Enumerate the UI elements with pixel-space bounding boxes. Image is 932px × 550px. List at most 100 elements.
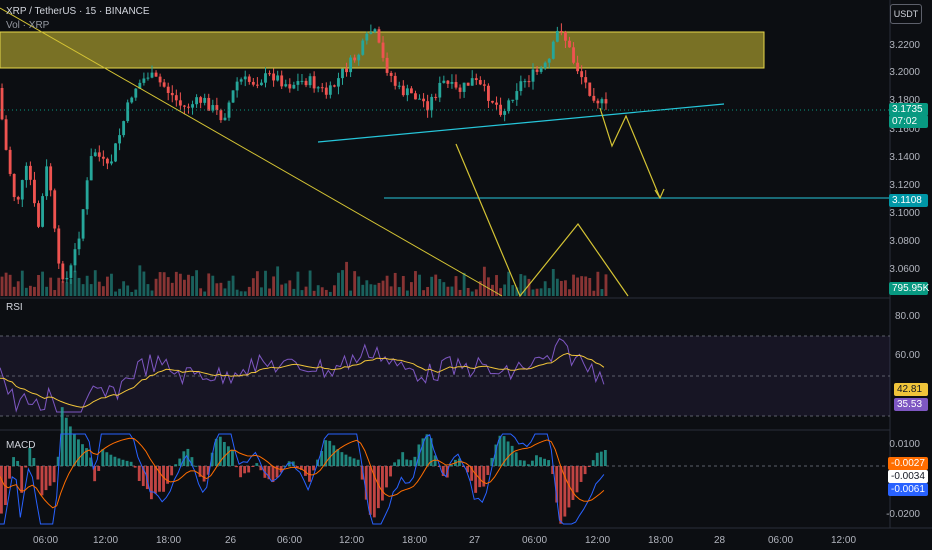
time-tick: 18:00: [156, 535, 182, 546]
macd-histogram-bar: [304, 466, 307, 476]
volume-bar: [405, 290, 409, 296]
volume-bar: [170, 282, 174, 296]
volume-bar: [114, 291, 117, 296]
volume-bar: [203, 291, 207, 296]
macd-axis-tick: 0.0100: [889, 439, 920, 450]
volume-bar: [53, 290, 57, 296]
candle-body: [405, 88, 409, 96]
volume-bar: [466, 287, 470, 296]
candle-body: [434, 96, 438, 98]
volume-bar: [93, 270, 97, 296]
macd-histogram-bar: [360, 466, 364, 480]
volume-bar: [158, 272, 162, 296]
macd-histogram-bar: [356, 459, 360, 466]
macd-histogram-bar: [68, 426, 72, 466]
volume-bar: [101, 286, 105, 296]
macd-histogram-bar: [340, 452, 344, 466]
volume-bar: [385, 275, 389, 296]
macd-histogram-bar: [332, 445, 336, 466]
rsi-ma-line: [0, 352, 605, 408]
candle-body: [438, 82, 442, 98]
volume-bar: [174, 271, 178, 296]
macd-histogram-bar: [64, 417, 68, 466]
time-tick: 12:00: [93, 535, 119, 546]
candle-body: [559, 30, 563, 32]
macd-histogram-bar: [567, 466, 571, 508]
candle-body: [458, 87, 462, 92]
candle-body: [105, 158, 109, 164]
candle-body: [37, 203, 40, 227]
volume-bar: [353, 271, 357, 296]
macd-histogram-bar: [77, 439, 80, 466]
candle-body: [16, 197, 20, 200]
candle-body: [8, 149, 12, 174]
candle-body: [450, 82, 454, 84]
candle-body: [389, 72, 393, 76]
volume-bar: [16, 281, 20, 296]
candle-body: [495, 102, 498, 105]
macd-histogram-bar: [437, 466, 441, 467]
macd-histogram-bar: [121, 459, 125, 466]
macd-histogram-bar: [133, 466, 137, 468]
volume-bar: [482, 266, 486, 296]
macd-histogram-bar: [429, 438, 433, 466]
volume-indicator-label[interactable]: Vol · XRP: [6, 20, 50, 31]
macd-histogram-bar: [563, 466, 567, 517]
candle-body: [551, 41, 555, 59]
volume-bar: [434, 274, 438, 296]
candle-body: [519, 81, 523, 92]
time-tick: 26: [225, 535, 237, 546]
volume-bar: [110, 273, 113, 296]
volume-bar: [555, 278, 559, 296]
macd-histogram-tag: -0.0027: [888, 457, 928, 470]
candle-body: [53, 190, 57, 229]
volume-bar: [535, 288, 539, 296]
candle-body: [12, 173, 16, 198]
volume-bar: [487, 277, 490, 296]
macd-histogram-bar: [48, 466, 52, 486]
macd-histogram-bar: [20, 466, 24, 493]
candle-body: [162, 82, 166, 87]
rsi-line: [0, 337, 605, 413]
candle-body: [470, 78, 474, 86]
volume-bar: [361, 284, 365, 296]
macd-histogram-bar: [113, 456, 117, 466]
macd-histogram-bar: [320, 450, 324, 466]
macd-histogram-bar: [376, 466, 380, 509]
macd-histogram-bar: [385, 466, 388, 488]
macd-histogram-bar: [368, 466, 372, 515]
volume-bar: [507, 271, 511, 296]
candle-body: [539, 67, 543, 72]
volume-bar: [409, 282, 413, 296]
candle-body: [564, 31, 567, 41]
macd-histogram-bar: [170, 466, 174, 476]
candle-body: [584, 77, 588, 83]
symbol-title[interactable]: XRP / TetherUS · 15 · BINANCE: [6, 6, 150, 17]
macd-histogram-bar: [12, 457, 15, 466]
macd-histogram-bar: [93, 466, 97, 482]
candle-body: [146, 77, 150, 79]
candle-body: [272, 73, 276, 81]
volume-bar: [503, 284, 507, 296]
candle-body: [482, 84, 486, 86]
macd-histogram-bar: [535, 455, 538, 466]
candle-body: [45, 166, 49, 197]
candle-body: [77, 238, 81, 250]
candle-body: [466, 82, 470, 86]
rsi-value-tag: 35.53: [894, 398, 928, 411]
volume-bar: [12, 286, 16, 296]
volume-bar: [543, 281, 547, 296]
currency-button[interactable]: USDT: [890, 4, 922, 24]
macd-histogram-bar: [271, 466, 275, 483]
volume-bar: [527, 278, 531, 296]
candle-body: [150, 72, 154, 78]
volume-bar: [580, 276, 584, 296]
volume-bar: [596, 271, 600, 296]
candle-countdown-tag: 07:02: [889, 115, 928, 128]
macd-histogram-bar: [583, 466, 587, 475]
candle-body: [446, 80, 450, 84]
rsi-title[interactable]: RSI: [6, 302, 23, 313]
macd-title[interactable]: MACD: [6, 440, 36, 451]
macd-histogram-bar: [522, 460, 526, 466]
